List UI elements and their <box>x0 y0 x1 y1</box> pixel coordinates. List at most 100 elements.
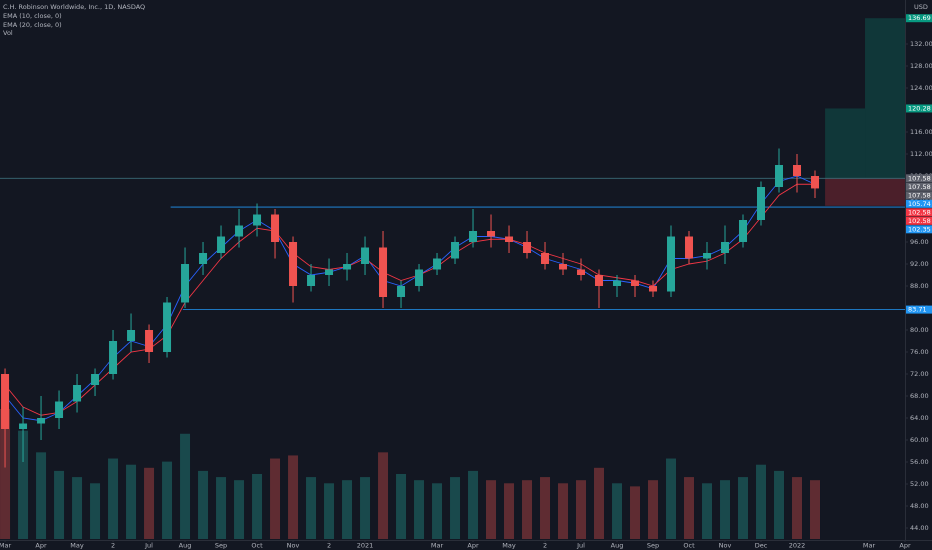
candle-body <box>487 231 496 237</box>
price-label: 83.71 <box>908 306 927 314</box>
candle-body <box>649 286 658 292</box>
candle-body <box>757 187 766 220</box>
volume-bar <box>756 464 767 539</box>
volume-bar <box>252 474 263 539</box>
x-tick-label: Oct <box>251 542 263 550</box>
candle-body <box>433 258 442 270</box>
price-label: 107.58 <box>908 174 931 182</box>
price-label-box <box>906 191 932 200</box>
candle-body <box>379 247 388 297</box>
candle-body <box>595 275 604 286</box>
price-label-box <box>906 208 932 217</box>
x-tick-label: Apr <box>35 542 47 550</box>
candle-body <box>289 242 298 286</box>
x-tick-label: Sep <box>647 542 659 550</box>
candle-body <box>127 330 136 341</box>
volume-bar <box>342 480 353 539</box>
y-tick-label: 88.00 <box>910 282 929 290</box>
candle-body <box>415 269 424 286</box>
candle-body <box>685 236 694 259</box>
candle-body <box>37 418 46 424</box>
price-label-box <box>906 216 932 225</box>
volume-bar <box>504 483 515 539</box>
volume-bar <box>648 480 659 539</box>
candle-body <box>739 220 748 242</box>
volume-bar <box>18 430 29 539</box>
volume-bar <box>450 477 461 539</box>
candle-body <box>469 231 478 242</box>
volume-bar <box>702 483 713 539</box>
volume-bar <box>720 480 731 539</box>
y-tick-label: 112.00 <box>910 150 932 158</box>
volume-bar <box>414 480 425 539</box>
candle-body <box>253 214 262 226</box>
x-tick-label: Jul <box>576 542 585 550</box>
candle-body <box>559 264 568 270</box>
x-tick-label: Oct <box>683 542 695 550</box>
x-tick-label: Mar <box>0 542 11 550</box>
candle-body <box>451 242 460 259</box>
volume-bar <box>738 477 749 539</box>
y-tick-label: 124.00 <box>910 84 932 92</box>
price-label-box <box>906 199 932 208</box>
candle-body <box>523 242 532 253</box>
y-tick-label: 64.00 <box>910 414 929 422</box>
volume-bar <box>270 458 281 539</box>
candle-body <box>217 236 226 253</box>
candle-body <box>271 214 280 242</box>
indicator-label: EMA (10, close, 0) <box>3 12 62 20</box>
y-tick-label: 80.00 <box>910 326 929 334</box>
candle-body <box>721 242 730 253</box>
currency-label: USD <box>914 3 928 11</box>
price-label: 136.69 <box>908 14 931 22</box>
volume-bar <box>324 483 335 539</box>
x-tick-label: Mar <box>863 542 876 550</box>
candle-body <box>1 374 10 429</box>
price-label: 102.35 <box>908 225 931 233</box>
volume-bar <box>558 483 569 539</box>
candle-body <box>631 280 640 286</box>
x-tick-label: Mar <box>431 542 444 550</box>
candle-body <box>397 286 406 297</box>
indicator-label: EMA (20, close, 0) <box>3 21 62 29</box>
candle-body <box>613 280 622 286</box>
x-tick-label: 2021 <box>357 542 374 550</box>
candle-body <box>181 264 190 303</box>
candle-body <box>55 401 64 418</box>
price-label: 105.74 <box>908 200 931 208</box>
candle-body <box>19 423 28 429</box>
price-label-box <box>906 225 932 234</box>
ema-line <box>4 175 816 422</box>
volume-bar <box>180 433 191 539</box>
y-tick-label: 128.00 <box>910 62 932 70</box>
volume-bar <box>360 477 371 539</box>
x-tick-label: 2022 <box>789 542 806 550</box>
price-label-box <box>906 104 932 113</box>
volume-bar <box>468 470 479 539</box>
volume-bar <box>396 474 407 539</box>
candle-body <box>775 165 784 187</box>
candle-body <box>91 374 100 385</box>
x-tick-label: Aug <box>179 542 192 550</box>
volume-bar <box>540 477 551 539</box>
volume-bar <box>666 458 677 539</box>
x-tick-label: Sep <box>215 542 227 550</box>
y-tick-label: 76.00 <box>910 348 929 356</box>
volume-bar <box>234 480 245 539</box>
y-tick-label: 52.00 <box>910 480 929 488</box>
y-tick-label: 68.00 <box>910 392 929 400</box>
price-label: 120.28 <box>908 104 931 112</box>
volume-bar <box>198 470 209 539</box>
candle-body <box>703 253 712 259</box>
price-label: 102.58 <box>908 208 931 216</box>
candle-body <box>235 225 244 237</box>
volume-bar <box>432 483 443 539</box>
x-tick-label: May <box>502 542 516 550</box>
volume-bar <box>90 483 101 539</box>
y-tick-label: 44.00 <box>910 524 929 532</box>
candle-body <box>343 264 352 270</box>
volume-bar <box>684 477 695 539</box>
volume-bar <box>594 467 605 539</box>
volume-bar <box>522 480 533 539</box>
